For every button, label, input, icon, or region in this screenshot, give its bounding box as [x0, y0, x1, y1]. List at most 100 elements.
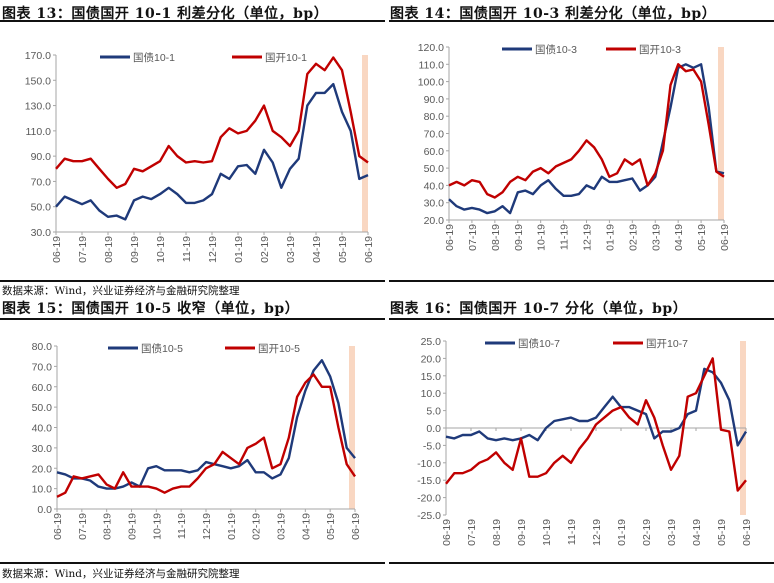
series-line-国开10-3 [448, 63, 725, 199]
x-tick-label: 02-19 [641, 519, 653, 546]
x-tick-label: 04-19 [691, 519, 703, 546]
y-tick-label: 170.0 [25, 50, 51, 62]
x-tick-label: 11-19 [559, 224, 571, 250]
x-tick-label: 07-19 [77, 236, 89, 263]
x-tick-label: 02-19 [627, 224, 639, 251]
legend-label: 国债10-7 [518, 337, 560, 350]
y-tick-label: 10.0 [32, 484, 53, 496]
y-tick-label: -20.0 [417, 493, 441, 505]
x-tick-label: 12-19 [201, 513, 213, 540]
x-tick-label: 11-19 [566, 519, 578, 545]
x-tick-label: 03-19 [285, 236, 297, 263]
title-rule [0, 318, 385, 320]
y-tick-label: 20.0 [32, 463, 53, 475]
x-tick-label: 09-19 [513, 224, 525, 251]
y-tick-label: 60.0 [32, 382, 53, 394]
y-tick-label: 10.0 [421, 388, 442, 400]
title-rule [389, 318, 774, 320]
x-tick-label: 06-19 [444, 224, 456, 251]
x-tick-label: 12-19 [207, 236, 219, 263]
x-tick-label: 10-19 [155, 236, 167, 263]
y-tick-label: 40.0 [32, 423, 53, 435]
y-tick-label: 70.0 [31, 176, 52, 188]
y-tick-label: 110.0 [26, 126, 52, 138]
x-tick-label: 01-19 [226, 513, 238, 540]
x-tick-label: 12-19 [591, 519, 603, 546]
x-tick-label: 03-19 [650, 224, 662, 251]
y-tick-label: 15.0 [421, 371, 442, 383]
x-tick-label: 01-19 [616, 519, 628, 546]
y-tick-label: 0.0 [426, 423, 441, 435]
x-tick-label: 02-19 [259, 236, 271, 263]
y-tick-label: 50.0 [31, 202, 52, 214]
x-tick-label: 10-19 [536, 224, 548, 251]
source-rule [389, 562, 774, 564]
source-rule [389, 280, 774, 282]
y-tick-label: 20.0 [424, 215, 445, 227]
y-tick-label: 25.0 [421, 336, 442, 348]
x-tick-label: 02-19 [251, 513, 263, 540]
x-tick-label: 12-19 [582, 224, 594, 251]
chart-16: -25.0 -20.0 -15.0 -10.0 -5.0 0.0 5.0 10.0 15.0 20… [417, 336, 753, 546]
x-tick-label: 11-19 [181, 236, 193, 262]
x-tick-label: 07-19 [467, 224, 479, 251]
y-tick-label: 50.0 [424, 163, 445, 175]
y-tick-label: 60.0 [424, 146, 445, 158]
chart-15: 0.0 10.0 20.0 30.0 40.0 50.0 60.0 70.0 80.0 06-19… [32, 341, 362, 540]
highlight-band [362, 55, 368, 232]
y-tick-label: 90.0 [31, 151, 52, 163]
y-tick-label: 5.0 [426, 406, 441, 418]
x-tick-label: 09-19 [127, 513, 139, 540]
series-line-国债10-1 [55, 82, 369, 221]
y-tick-label: 80.0 [32, 341, 53, 353]
x-tick-label: 05-19 [337, 236, 349, 263]
x-tick-label: 04-19 [311, 236, 323, 263]
y-tick-label: 70.0 [424, 129, 445, 141]
legend-label: 国债10-5 [141, 342, 183, 355]
series-line-国开10-1 [55, 56, 369, 190]
x-tick-label: 04-19 [673, 224, 685, 251]
series-line-国开10-5 [56, 373, 356, 498]
y-tick-label: 100.0 [418, 77, 444, 89]
x-tick-label: 06-19 [741, 519, 753, 546]
x-tick-label: 08-19 [491, 519, 503, 546]
chart-15-title: 图表 15：国债国开 10-5 收窄（单位，bp） [2, 301, 300, 317]
y-tick-label: -15.0 [417, 475, 441, 487]
y-tick-label: 150.0 [25, 75, 51, 87]
y-tick-label: 70.0 [32, 361, 53, 373]
highlight-band [718, 47, 724, 220]
x-tick-label: 10-19 [541, 519, 553, 546]
x-tick-label: 08-19 [102, 513, 114, 540]
x-tick-label: 06-19 [350, 513, 362, 540]
x-tick-label: 06-19 [52, 513, 64, 540]
x-tick-label: 07-19 [466, 519, 478, 546]
legend-label: 国开10-3 [639, 44, 681, 56]
legend-label: 国债10-1 [133, 51, 175, 64]
y-tick-label: -5.0 [423, 440, 441, 452]
y-tick-label: 30.0 [424, 198, 445, 210]
y-tick-label: 0.0 [37, 504, 52, 516]
legend-label: 国开10-5 [258, 343, 300, 355]
x-tick-label: 01-19 [233, 236, 245, 263]
x-tick-label: 11-19 [176, 513, 188, 539]
x-tick-label: 09-19 [129, 236, 141, 263]
x-tick-label: 05-19 [325, 513, 337, 540]
legend-label: 国债10-3 [535, 43, 577, 56]
y-tick-label: -10.0 [417, 458, 441, 470]
x-tick-label: 05-19 [696, 224, 708, 251]
y-tick-label: 20.0 [421, 353, 442, 365]
y-tick-label: -25.0 [417, 510, 441, 522]
x-tick-label: 05-19 [716, 519, 728, 546]
y-tick-label: 50.0 [32, 402, 53, 414]
y-tick-label: 80.0 [424, 111, 445, 123]
y-tick-label: 90.0 [424, 94, 445, 106]
x-tick-label: 03-19 [666, 519, 678, 546]
x-tick-label: 06-19 [363, 236, 375, 263]
x-tick-label: 08-19 [103, 236, 115, 263]
y-tick-label: 120.0 [418, 42, 444, 54]
y-tick-label: 40.0 [424, 180, 445, 192]
chart-14-title: 图表 14：国债国开 10-3 利差分化（单位，bp） [390, 6, 717, 22]
source-rule [0, 562, 385, 564]
x-tick-label: 04-19 [300, 513, 312, 540]
